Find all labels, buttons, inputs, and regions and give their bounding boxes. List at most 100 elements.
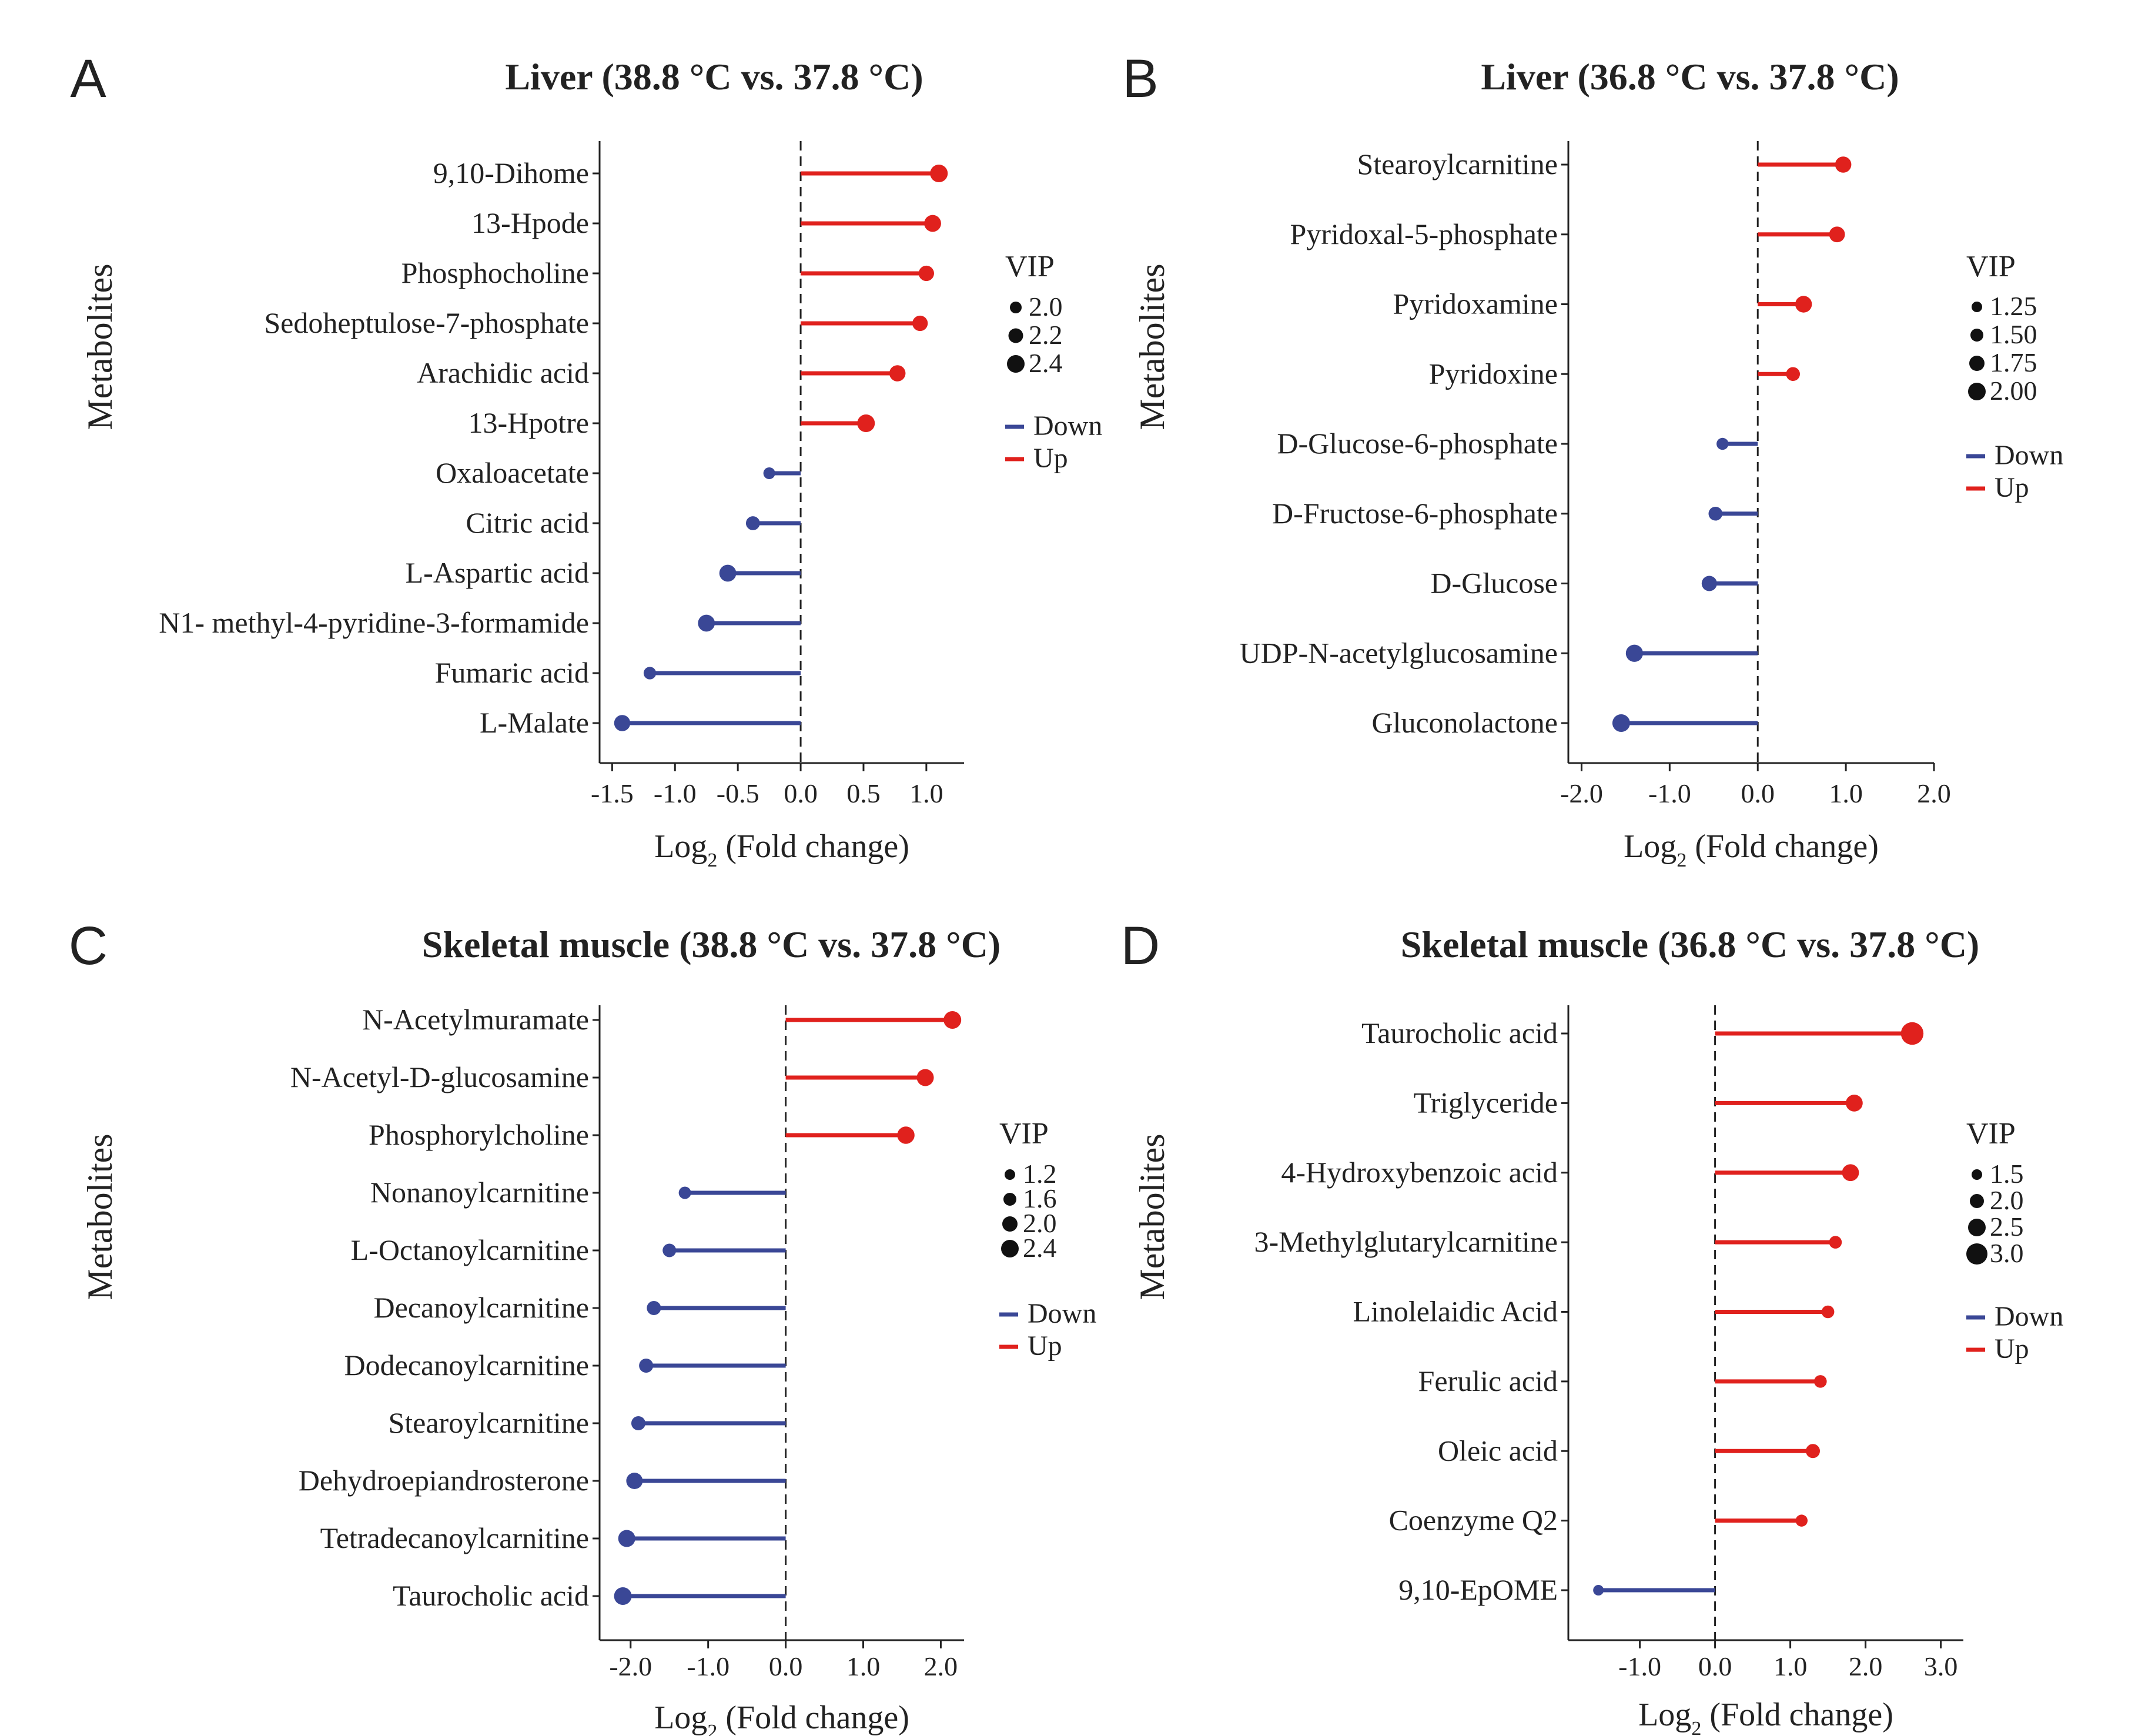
legend-color-label: Up xyxy=(1028,1330,1062,1362)
x-tick-label: 3.0 xyxy=(1924,1651,1958,1681)
legend-size-label: 2.5 xyxy=(1990,1212,2024,1242)
x-tick-label: 2.0 xyxy=(1917,778,1951,808)
lollipop-point xyxy=(1829,1236,1842,1249)
x-axis-label-subscript: 2 xyxy=(1691,1718,1701,1736)
legend-size-title: VIP xyxy=(1966,1117,2016,1150)
legend-color-label: Up xyxy=(1995,1333,2029,1364)
x-tick-label: 1.0 xyxy=(909,778,943,808)
category-label: L-Aspartic acid xyxy=(406,556,589,589)
lollipop-point xyxy=(1795,296,1812,313)
lollipop-point xyxy=(1806,1444,1820,1459)
category-label: Decanoylcarnitine xyxy=(374,1291,589,1324)
legend-size-dot xyxy=(1001,1240,1019,1257)
category-label: Gluconolactone xyxy=(1371,706,1558,739)
lollipop-point xyxy=(662,1243,677,1257)
x-tick-label: -0.5 xyxy=(717,778,759,808)
lollipop-point xyxy=(1612,714,1630,732)
legend-size-label: 1.6 xyxy=(1023,1183,1057,1213)
category-label: 13-Hpode xyxy=(471,206,589,239)
legend-size-title: VIP xyxy=(999,1117,1049,1150)
legend-size-dot xyxy=(1003,1193,1016,1206)
x-axis-label-rest: (Fold change) xyxy=(1686,828,1879,865)
legend-size-label: 2.0 xyxy=(1029,292,1063,322)
y-axis-label: Metabolites xyxy=(81,263,119,430)
lollipop-point xyxy=(643,667,657,680)
x-tick-label: 1.0 xyxy=(846,1651,881,1681)
x-tick-label: 0.0 xyxy=(784,778,818,808)
category-label: Arachidic acid xyxy=(417,356,589,389)
legend-size-label: 1.2 xyxy=(1023,1159,1057,1189)
category-label: Pyridoxamine xyxy=(1393,287,1558,320)
x-axis-label-subscript: 2 xyxy=(707,1721,717,1736)
lollipop-point xyxy=(1701,576,1717,591)
category-label: N-Acetylmuramate xyxy=(362,1003,589,1036)
x-tick-label: 0.0 xyxy=(1741,778,1775,808)
legend-size-label: 2.00 xyxy=(1990,376,2037,406)
chart-title: Liver (36.8 °C vs. 37.8 °C) xyxy=(1481,56,1899,98)
lollipop-point xyxy=(614,1587,632,1605)
category-label: L-Malate xyxy=(480,706,589,739)
x-tick-label: 1.0 xyxy=(1773,1651,1808,1681)
panel-label: B xyxy=(1122,49,1158,109)
category-label: Dodecanoylcarnitine xyxy=(344,1349,589,1382)
category-label: Taurocholic acid xyxy=(1361,1016,1558,1049)
legend-size-label: 2.4 xyxy=(1023,1233,1057,1263)
x-axis-label: Log2 (Fold change) xyxy=(654,1700,909,1736)
legend-size-label: 2.0 xyxy=(1023,1208,1057,1238)
x-tick-label: -1.0 xyxy=(654,778,697,808)
x-axis-label: Log2 (Fold change) xyxy=(1624,828,1879,871)
panel-label: C xyxy=(69,916,108,976)
panel-c: C Skeletal muscle (38.8 °C vs. 37.8 °C) Me… xyxy=(69,916,1097,1736)
legend-size-dot xyxy=(1972,1169,1982,1180)
x-axis-label-rest: (Fold change) xyxy=(717,828,909,865)
category-label: 9,10-EpOME xyxy=(1398,1573,1558,1606)
legend-size-dot xyxy=(1966,1243,1987,1265)
lollipop-point xyxy=(763,467,775,479)
x-axis-label-main: Log xyxy=(1624,828,1676,865)
category-label: 9,10-Dihome xyxy=(433,156,589,189)
lollipop-point xyxy=(1900,1022,1924,1045)
lollipop-point xyxy=(1835,156,1852,173)
legend-size-label: 1.75 xyxy=(1990,347,2037,377)
lollipop-point xyxy=(1842,1164,1859,1182)
legend-color-label: Down xyxy=(1995,1301,2063,1332)
legend-size-dot xyxy=(1972,302,1982,312)
legend-size-dot xyxy=(1968,383,1986,400)
lollipop-point xyxy=(1786,367,1800,382)
category-label: Stearoylcarnitine xyxy=(1357,148,1558,180)
lollipop-point xyxy=(889,365,906,382)
legend-size-dot xyxy=(1002,1216,1018,1232)
lollipop-point xyxy=(1795,1514,1808,1527)
lollipop-point xyxy=(857,414,875,432)
x-axis-label-subscript: 2 xyxy=(707,849,717,871)
lollipop-point xyxy=(1814,1375,1827,1388)
x-tick-label: -1.0 xyxy=(1618,1651,1661,1681)
category-label: 13-Hpotre xyxy=(469,406,590,439)
category-label: Linolelaidic Acid xyxy=(1353,1295,1558,1328)
category-label: UDP-N-acetylglucosamine xyxy=(1239,636,1558,669)
lollipop-point xyxy=(614,715,631,731)
legend-size-label: 2.0 xyxy=(1990,1185,2024,1215)
lollipop-point xyxy=(1593,1585,1604,1595)
x-axis-label: Log2 (Fold change) xyxy=(1638,1697,1893,1736)
legend-size-dot xyxy=(1969,356,1985,371)
category-label: D-Glucose xyxy=(1430,567,1558,600)
category-label: Dehydroepiandrosterone xyxy=(299,1464,589,1497)
legend-size-label: 1.25 xyxy=(1990,291,2037,321)
x-tick-label: -2.0 xyxy=(609,1651,652,1681)
legend-size-dot xyxy=(1008,328,1023,343)
legend-size-dot xyxy=(1968,1219,1986,1236)
x-tick-label: -1.0 xyxy=(687,1651,729,1681)
category-label: Tetradecanoylcarnitine xyxy=(320,1521,589,1554)
legend-size-label: 3.0 xyxy=(1990,1238,2024,1268)
legend-size-label: 2.2 xyxy=(1029,320,1063,350)
chart-title: Skeletal muscle (36.8 °C vs. 37.8 °C) xyxy=(1401,924,1979,965)
lollipop-point xyxy=(631,1416,645,1430)
x-axis-label-main: Log xyxy=(654,1700,707,1736)
lollipop-point xyxy=(1846,1094,1863,1112)
legend-size-dot xyxy=(1970,1194,1984,1208)
category-label: 3-Methylglutarylcarnitine xyxy=(1254,1225,1558,1258)
x-tick-label: -1.0 xyxy=(1648,778,1691,808)
lollipop-point xyxy=(745,516,760,530)
lollipop-point xyxy=(924,215,941,232)
